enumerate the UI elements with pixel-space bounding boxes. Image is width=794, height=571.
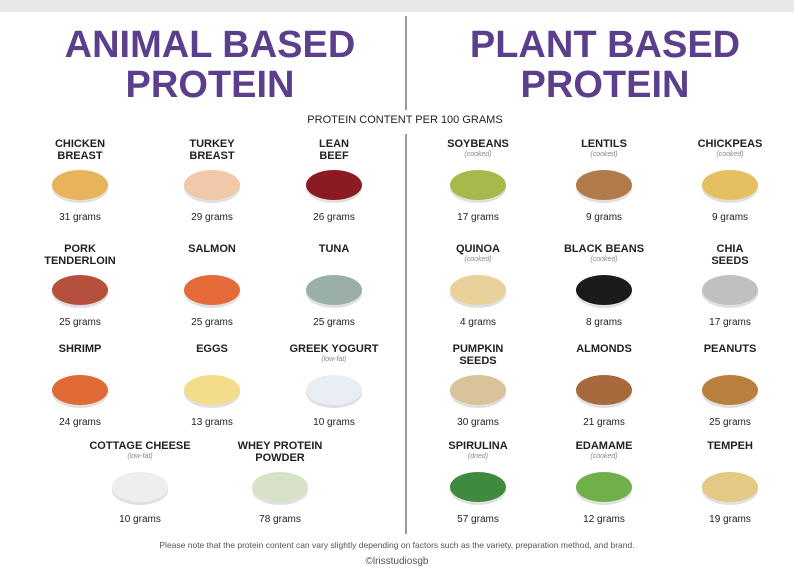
item-note: (cooked) (464, 256, 492, 263)
item-amount: 12 grams (583, 514, 625, 525)
item-note: (cooked) (590, 453, 618, 460)
item-amount: 4 grams (459, 317, 497, 328)
item-note: (low-fat) (127, 453, 153, 460)
food-icon (576, 472, 632, 502)
item-amount: 24 grams (59, 417, 101, 428)
item-amount: 25 grams (709, 417, 751, 428)
food-icon (450, 170, 506, 200)
food-icon (184, 170, 240, 200)
item-name: SOYBEANS (447, 138, 509, 150)
item-name: COTTAGE CHEESE (89, 440, 191, 452)
item-name: PORK TENDERLOIN (44, 243, 116, 267)
item-amount: 9 grams (585, 212, 623, 223)
item-note: (cooked) (590, 256, 618, 263)
item-amount: 17 grams (457, 212, 499, 223)
divider (405, 16, 407, 110)
item-note: (dried) (467, 453, 489, 460)
footer-note: Please note that the protein content can… (159, 540, 635, 550)
food-icon (702, 170, 758, 200)
item-amount: 25 grams (59, 317, 101, 328)
item-name: EGGS (196, 343, 228, 355)
food-icon (450, 472, 506, 502)
title-line: PROTEIN (125, 64, 295, 106)
food-icon (576, 170, 632, 200)
food-icon (184, 375, 240, 405)
subtitle: PROTEIN CONTENT PER 100 GRAMS (307, 114, 503, 126)
item-name: GREEK YOGURT (289, 343, 379, 355)
food-icon (52, 375, 108, 405)
item-name: WHEY PROTEIN POWDER (237, 440, 323, 464)
food-icon (450, 275, 506, 305)
item-name: CHICKPEAS (697, 138, 763, 150)
item-note: (cooked) (590, 151, 618, 158)
item-name: QUINOA (456, 243, 500, 255)
item-name: LENTILS (581, 138, 627, 150)
top-strip (0, 0, 794, 12)
item-amount: 21 grams (583, 417, 625, 428)
item-amount: 25 grams (313, 317, 355, 328)
item-amount: 25 grams (191, 317, 233, 328)
item-name: PEANUTS (703, 343, 757, 355)
food-icon (576, 275, 632, 305)
item-name: CHICKEN BREAST (54, 138, 106, 162)
food-icon (306, 275, 362, 305)
item-name: TUNA (318, 243, 350, 255)
item-amount: 19 grams (709, 514, 751, 525)
left-title: ANIMAL BASED PROTEIN (20, 25, 400, 105)
item-name: CHIA SEEDS (711, 243, 749, 267)
item-note: (cooked) (716, 151, 744, 158)
title-line: PROTEIN (520, 64, 690, 106)
food-icon (52, 275, 108, 305)
food-icon (252, 472, 308, 502)
item-amount: 78 grams (259, 514, 301, 525)
item-amount: 9 grams (711, 212, 749, 223)
item-name: BLACK BEANS (563, 243, 645, 255)
item-note: (low-fat) (321, 356, 347, 363)
item-amount: 8 grams (585, 317, 623, 328)
item-name: LEAN BEEF (319, 138, 349, 162)
item-amount: 13 grams (191, 417, 233, 428)
food-icon (450, 375, 506, 405)
credit: ©lrisstudiosgb (365, 556, 429, 567)
item-amount: 57 grams (457, 514, 499, 525)
title-line: ANIMAL BASED (64, 24, 356, 66)
item-amount: 26 grams (313, 212, 355, 223)
item-amount: 10 grams (313, 417, 355, 428)
food-icon (702, 375, 758, 405)
food-icon (306, 170, 362, 200)
item-amount: 10 grams (119, 514, 161, 525)
item-name: SPIRULINA (448, 440, 508, 452)
item-name: TURKEY BREAST (189, 138, 235, 162)
divider (405, 134, 407, 534)
item-name: EDAMAME (575, 440, 633, 452)
item-name: SALMON (188, 243, 236, 255)
item-amount: 17 grams (709, 317, 751, 328)
item-name: ALMONDS (576, 343, 632, 355)
item-name: TEMPEH (707, 440, 753, 452)
item-note: (cooked) (464, 151, 492, 158)
food-icon (184, 275, 240, 305)
food-icon (306, 375, 362, 405)
item-name: PUMPKIN SEEDS (452, 343, 504, 367)
item-amount: 30 grams (457, 417, 499, 428)
title-line: PLANT BASED (469, 24, 741, 66)
food-icon (702, 275, 758, 305)
food-icon (112, 472, 168, 502)
food-icon (52, 170, 108, 200)
item-amount: 29 grams (191, 212, 233, 223)
item-amount: 31 grams (59, 212, 101, 223)
food-icon (576, 375, 632, 405)
right-title: PLANT BASED PROTEIN (415, 25, 794, 105)
food-icon (702, 472, 758, 502)
item-name: SHRIMP (58, 343, 102, 355)
